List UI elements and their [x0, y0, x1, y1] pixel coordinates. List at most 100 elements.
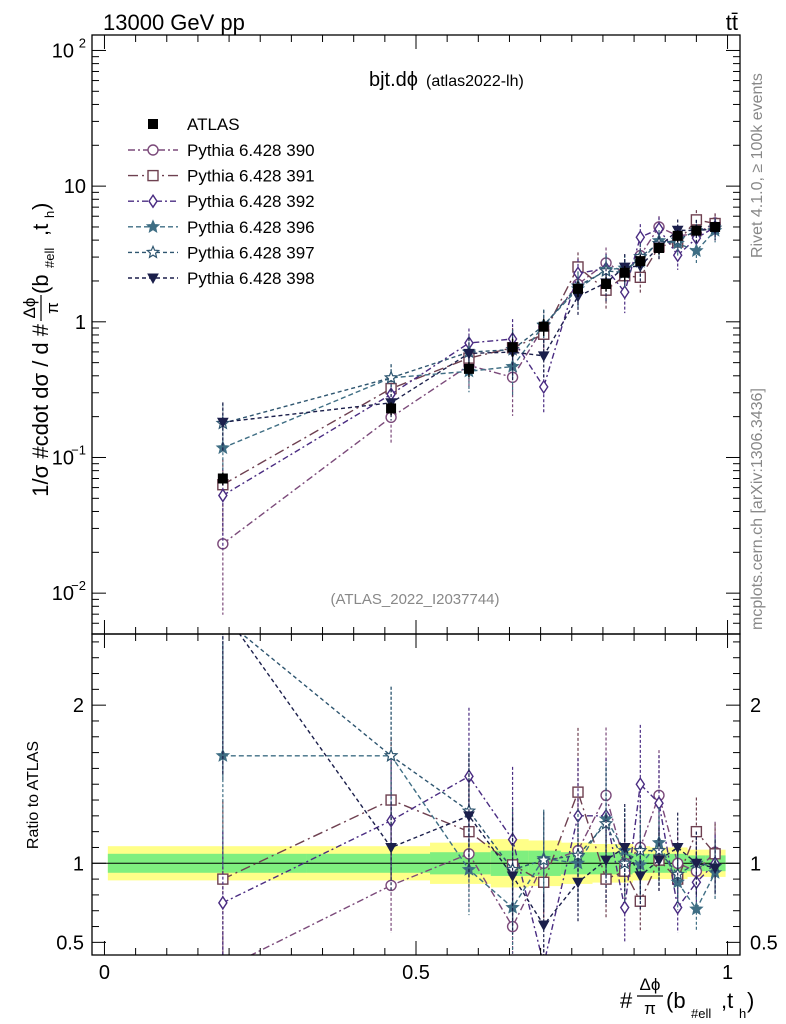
ratio-series-point — [383, 748, 399, 762]
data-point — [463, 363, 474, 374]
series-point — [634, 271, 647, 284]
x-label-sub2: h — [739, 1006, 746, 1021]
legend-label: Pythia 6.428 390 — [187, 141, 315, 160]
y-tick-label: 10 — [64, 176, 86, 198]
rivet-version-label: Rivet 4.1.0, ≥ 100k events — [749, 73, 766, 258]
ratio-series-point — [618, 842, 631, 854]
series-point — [538, 379, 549, 395]
y-label-mid: ,t — [28, 224, 53, 236]
legend-marker — [148, 193, 158, 209]
x-axis-label: # Δϕ π (b #ell ,t h ) — [620, 975, 754, 1021]
series-point — [619, 284, 630, 300]
data-point — [691, 225, 702, 236]
y-tick-label: 10 — [52, 583, 74, 605]
legend-marker — [145, 219, 161, 233]
legend-marker — [145, 244, 161, 259]
data-point — [710, 221, 721, 232]
data-point — [654, 242, 664, 253]
y-tick-label: 10 — [52, 447, 74, 469]
series-point — [383, 370, 399, 385]
ratio-series-point — [572, 786, 584, 798]
y-tick-exponent: −2 — [71, 578, 86, 593]
series-point — [689, 243, 704, 257]
data-point — [507, 342, 518, 353]
ratio-series-point — [572, 877, 584, 889]
ratio-series-point — [634, 871, 647, 882]
chart-subtitle: (atlas2022-lh) — [426, 73, 524, 90]
ratio-series-point — [635, 776, 646, 792]
data-point — [573, 283, 583, 294]
ratio-series-point — [385, 842, 397, 854]
chart-title: bjt.dϕ — [369, 69, 418, 91]
x-label-paren-open: (b — [666, 988, 686, 1013]
ratio-tick-label-right: 1 — [750, 853, 761, 875]
ratio-series-pythia-6.428-398 — [222, 634, 721, 955]
ratio-tick-label-right: 2 — [750, 695, 761, 717]
y-tick-exponent: −1 — [71, 442, 86, 457]
series-point — [216, 417, 229, 429]
legend-marker — [147, 273, 159, 285]
legend-label: Pythia 6.428 398 — [187, 269, 315, 288]
y-label-frac-num: Δϕ — [20, 298, 39, 319]
y-tick-label: 1 — [75, 312, 86, 334]
ratio-plot-series — [215, 634, 723, 974]
data-point — [217, 473, 228, 484]
analysis-watermark: (ATLAS_2022_I2037744) — [330, 591, 499, 608]
legend-marker-atlas — [148, 119, 158, 129]
x-label-frac-num: Δϕ — [640, 975, 661, 994]
ratio-tick-label-left: 0.5 — [56, 932, 84, 954]
ratio-tick-label-right: 0.5 — [750, 932, 778, 954]
ratio-series-point — [619, 900, 630, 915]
data-point — [635, 256, 646, 267]
x-label-mid: ,t — [721, 988, 733, 1013]
ratio-series-point — [709, 863, 721, 875]
x-tick-label: 0.5 — [402, 962, 430, 984]
legend-label-atlas: ATLAS — [187, 115, 240, 134]
ratio-series-point — [537, 920, 550, 931]
ratio-series-point — [690, 858, 703, 870]
y-label-sub2: h — [42, 211, 57, 218]
legend-marker — [147, 144, 159, 156]
ratio-y-axis-label: Ratio to ATLAS — [25, 741, 42, 849]
ratio-series-point — [536, 852, 551, 867]
y-label-prefix: 1/σ #cdot dσ / d # — [28, 323, 53, 496]
legend: ATLAS Pythia 6.428 390 Pythia 6.428 391 Pyt… — [128, 115, 315, 288]
ratio-series-point — [653, 855, 665, 867]
ratio-series-point — [218, 895, 228, 911]
y-tick-label: 10 — [52, 40, 74, 62]
header-right: tt̄ — [726, 10, 738, 35]
data-point — [619, 267, 630, 278]
y-tick-exponent: 2 — [79, 35, 86, 50]
legend-marker — [147, 169, 159, 182]
legend-label: Pythia 6.428 391 — [187, 167, 315, 186]
ratio-series-point — [506, 871, 519, 882]
ratio-tick-label-left: 1 — [73, 853, 84, 875]
mcplots-label: mcplots.cern.ch [arXiv:1306.3436] — [749, 388, 766, 630]
data-point — [672, 230, 683, 241]
legend-label: Pythia 6.428 397 — [187, 243, 315, 262]
ratio-series-point — [600, 855, 612, 867]
legend-label: Pythia 6.428 396 — [187, 218, 315, 237]
series-point — [218, 488, 228, 503]
ratio-series-point — [672, 900, 683, 915]
y-label-sub1: #ell — [42, 248, 57, 268]
y-axis-label: 1/σ #cdot dσ / d # Δϕ π (b #ell ,t h ) — [20, 203, 62, 497]
ratio-series-point — [671, 842, 684, 854]
series-point — [537, 351, 550, 362]
ratio-series-point — [463, 811, 475, 822]
ratio-series-point — [218, 964, 228, 974]
ratio-tick-label-left: 2 — [73, 695, 84, 717]
series-point — [635, 229, 646, 245]
ratio-series-point — [540, 958, 548, 970]
x-label-prefix: # — [620, 988, 633, 1013]
header-left: 13000 GeV pp — [103, 10, 245, 35]
atlas-data-points — [217, 221, 721, 486]
x-label-frac-den: π — [644, 999, 656, 1018]
ratio-series-pythia-6.428-391 — [217, 727, 721, 955]
x-label-paren-close: ) — [747, 988, 754, 1013]
ratio-series-point — [386, 813, 396, 828]
x-tick-label: 0 — [99, 962, 110, 984]
x-label-sub1: #ell — [691, 1006, 711, 1021]
